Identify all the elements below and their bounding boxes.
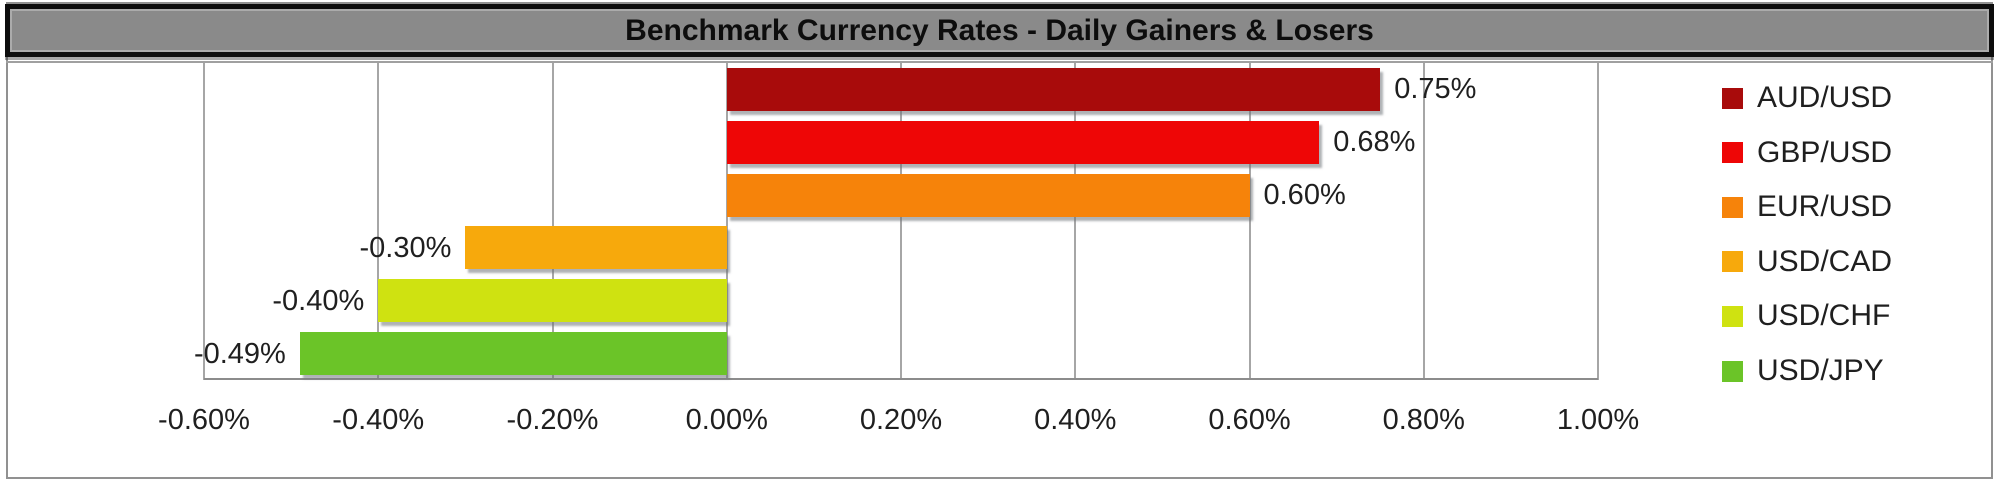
bar-eur-usd [726,173,1250,217]
bar-usd-chf [378,279,727,323]
x-tick-label-0.00%: 0.00% [685,404,768,436]
legend-label-eur-usd: EUR/USD [1757,190,1893,224]
x-tick-label--0.40%: -0.40% [332,404,425,436]
bar-usd-cad [465,226,727,270]
gridline-0.00% [725,63,728,380]
bar-gbp-usd [726,120,1320,164]
legend-swatch-aud-usd [1722,87,1743,109]
legend-label-usd-jpy: USD/JPY [1757,354,1884,387]
legend-label-gbp-usd: GBP/USD [1757,135,1893,169]
chart-title: Benchmark Currency Rates - Daily Gainers… [625,13,1374,47]
legend-swatch-usd-cad [1722,251,1743,273]
x-tick-label-0.40%: 0.40% [1034,404,1117,436]
data-label-eur-usd: 0.60% [1263,179,1346,212]
x-tick-label-0.60%: 0.60% [1208,404,1291,436]
data-label-usd-chf: -0.40% [272,284,365,317]
gridline--0.20% [551,63,554,380]
data-label-usd-jpy: -0.49% [193,337,286,370]
title-shadow-rule [6,61,1993,63]
x-tick-label-0.80%: 0.80% [1382,404,1465,436]
legend-swatch-gbp-usd [1722,142,1743,164]
gridline-0.20% [900,63,902,380]
gridline-0.80% [1422,63,1425,380]
bar-aud-usd [726,67,1381,111]
gridline-1.00% [1597,63,1599,380]
x-tick-label-1.00%: 1.00% [1556,404,1640,436]
data-label-usd-cad: -0.30% [359,231,452,264]
legend-swatch-usd-chf [1722,305,1743,327]
data-label-aud-usd: 0.75% [1394,73,1477,106]
chart-title-bar: Benchmark Currency Rates - Daily Gainers… [5,4,1994,57]
legend-label-usd-cad: USD/CAD [1757,244,1893,278]
legend-swatch-usd-jpy [1722,360,1743,382]
x-tick-label--0.20%: -0.20% [506,404,599,436]
gridline-0.60% [1248,63,1251,380]
legend-label-aud-usd: AUD/USD [1757,81,1893,114]
gridline--0.60% [203,63,205,380]
x-axis-line [204,378,1598,380]
x-tick-label-0.20%: 0.20% [859,404,943,436]
gridline--0.40% [377,63,380,380]
gridline-0.40% [1074,63,1077,380]
x-tick-label--0.60%: -0.60% [158,404,250,436]
bar-usd-jpy [299,332,727,376]
data-label-gbp-usd: 0.68% [1333,126,1416,159]
legend-swatch-eur-usd [1722,196,1743,218]
legend-label-usd-chf: USD/CHF [1757,299,1891,333]
